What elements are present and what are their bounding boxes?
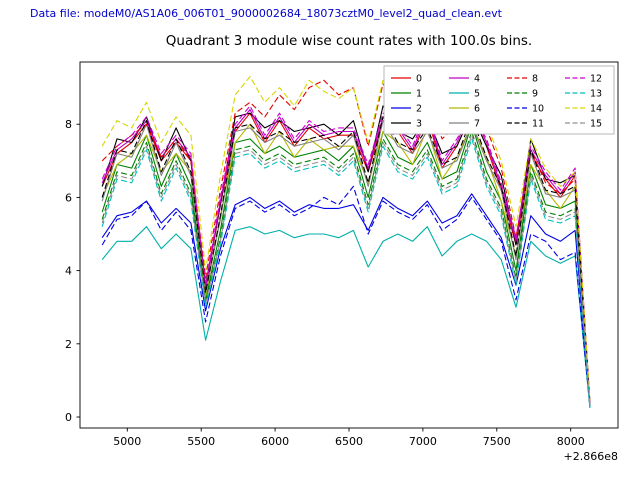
x-tick-label: 5500 (187, 435, 215, 448)
legend-label-8: 8 (532, 74, 538, 85)
series-line-1 (101, 123, 591, 407)
series-line-0 (101, 112, 591, 405)
series-line-5 (101, 226, 591, 408)
legend-label-7: 7 (474, 119, 480, 130)
series-line-4 (101, 109, 591, 405)
y-tick-label: 6 (65, 191, 72, 204)
x-tick-label: 6500 (335, 435, 363, 448)
legend-label-11: 11 (532, 119, 544, 130)
series-line-12 (101, 105, 591, 403)
legend-label-3: 3 (416, 119, 422, 130)
series-line-2 (101, 193, 591, 407)
x-tick-label: 8000 (557, 435, 585, 448)
y-tick-label: 0 (65, 411, 72, 424)
series-line-15 (101, 134, 591, 407)
x-axis-offset-label: +2.866e8 (563, 450, 618, 463)
x-tick-label: 6000 (261, 435, 289, 448)
series-line-13 (101, 138, 591, 408)
legend-label-14: 14 (590, 104, 602, 115)
legend-label-13: 13 (590, 89, 602, 100)
legend-label-12: 12 (590, 74, 602, 85)
legend-label-1: 1 (416, 89, 422, 100)
legend-label-6: 6 (474, 104, 480, 115)
x-tick-label: 5000 (113, 435, 141, 448)
legend-label-5: 5 (474, 89, 480, 100)
chart-title: Quadrant 3 module wise count rates with … (165, 33, 533, 49)
series-line-10 (101, 185, 591, 407)
series-line-11 (101, 116, 591, 405)
x-tick-label: 7500 (483, 435, 511, 448)
legend-label-0: 0 (416, 74, 422, 85)
x-tick-label: 7000 (409, 435, 437, 448)
series-line-9 (101, 130, 591, 407)
legend-label-10: 10 (532, 104, 544, 115)
legend-label-4: 4 (474, 74, 480, 85)
series-line-6 (101, 123, 591, 407)
series-line-14 (101, 76, 591, 401)
legend-label-15: 15 (590, 119, 602, 130)
data-file-label: Data file: modeM0/AS1A06_006T01_90000026… (30, 7, 502, 20)
y-tick-label: 2 (65, 338, 72, 351)
series-line-7 (101, 120, 591, 407)
y-tick-label: 4 (65, 265, 72, 278)
series-line-8 (101, 79, 591, 403)
legend-label-2: 2 (416, 104, 422, 115)
legend-label-9: 9 (532, 89, 538, 100)
y-tick-label: 8 (65, 118, 72, 131)
